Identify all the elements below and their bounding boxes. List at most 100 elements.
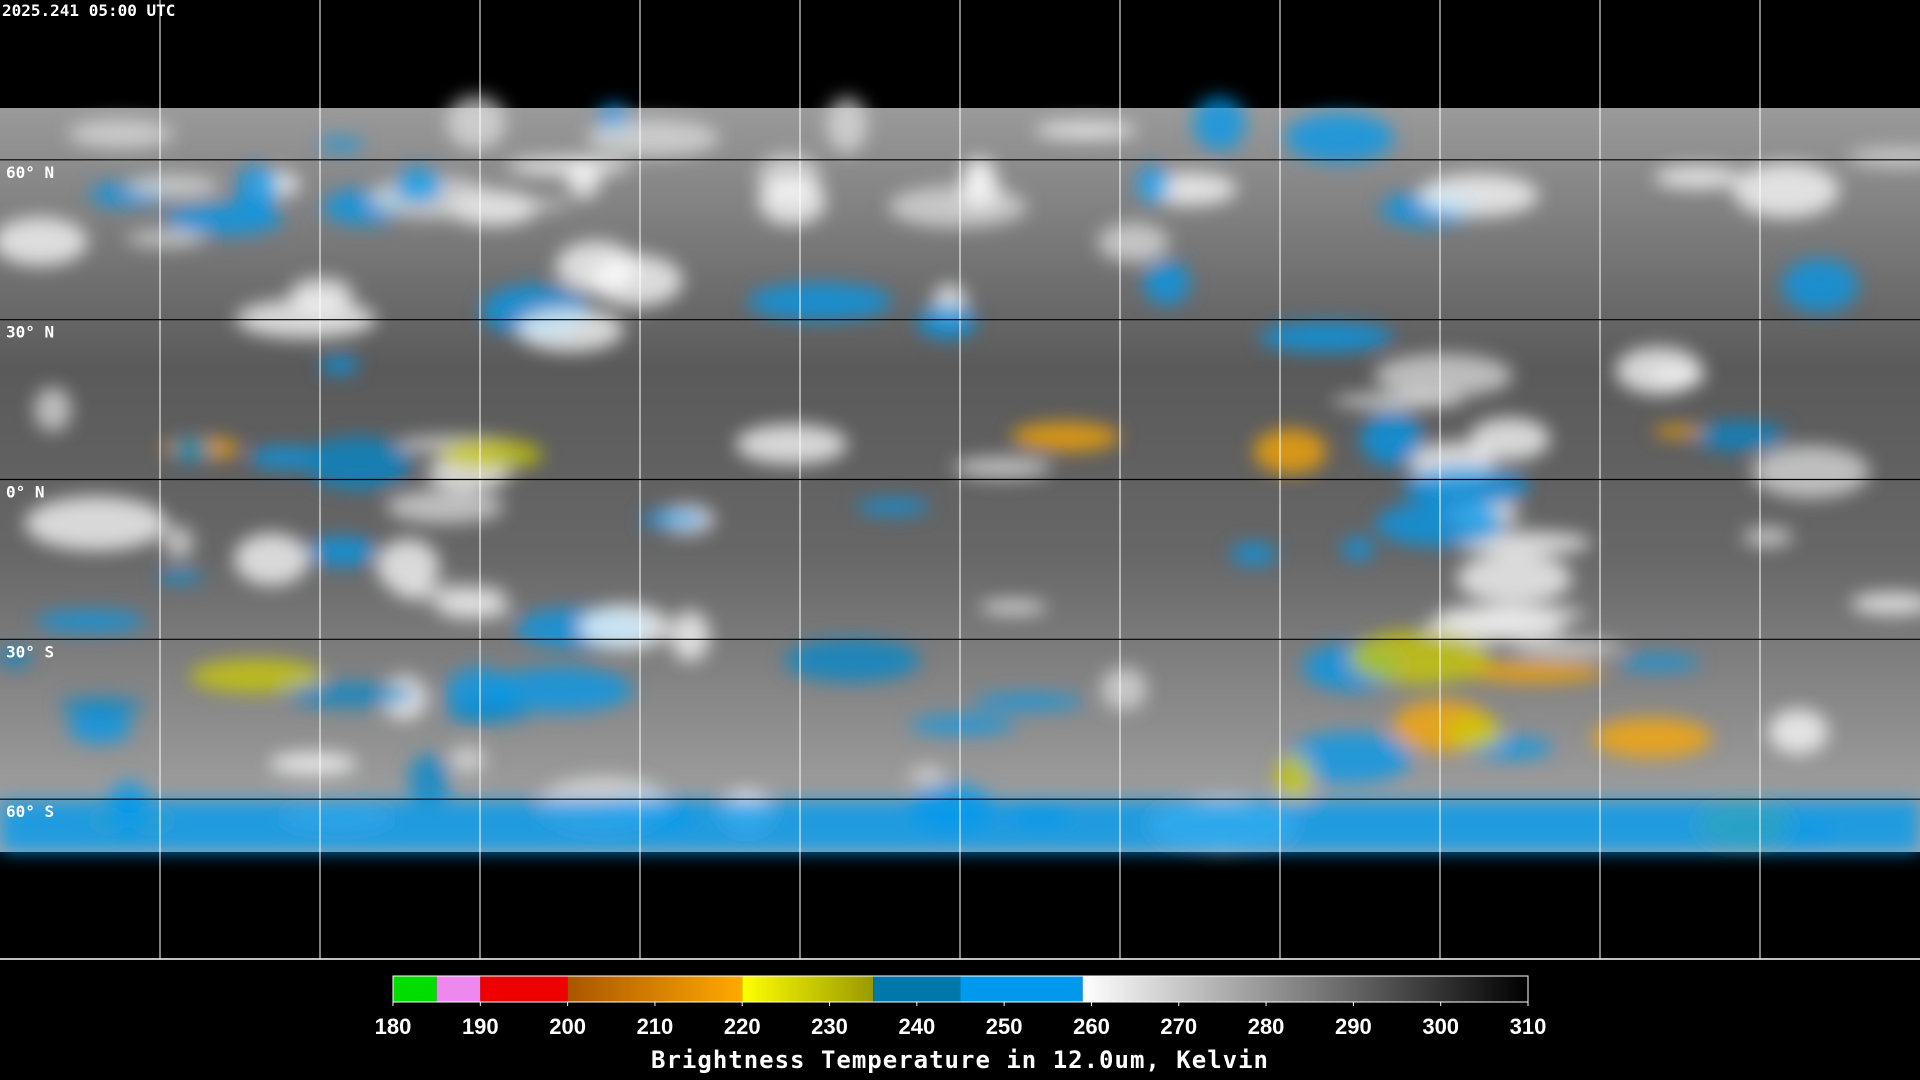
cloud	[1615, 346, 1703, 395]
cloud	[34, 387, 72, 432]
cloud	[1136, 165, 1171, 204]
cloud	[163, 525, 194, 559]
cloud	[1349, 630, 1490, 685]
cloud	[1742, 526, 1793, 548]
colorbar-tick-label: 210	[637, 1014, 674, 1039]
latitude-label: 0° N	[6, 483, 45, 502]
cloud	[1259, 321, 1394, 353]
cloud	[735, 424, 848, 465]
cloud	[0, 647, 31, 668]
cloud	[979, 600, 1048, 614]
colorbar-frame	[392, 975, 1529, 1003]
colorbar-tick-label: 200	[549, 1014, 586, 1039]
cloud	[963, 157, 995, 185]
cloud	[1456, 553, 1573, 604]
cloud	[68, 119, 174, 149]
cloud	[1444, 715, 1503, 750]
colorbar-segment	[873, 976, 961, 1002]
cloud	[305, 436, 413, 490]
colorbar-tick-label: 270	[1160, 1014, 1197, 1039]
colorbar-segment	[567, 976, 743, 1002]
cloud	[164, 202, 283, 236]
cloud	[1360, 410, 1424, 467]
cloud	[449, 745, 487, 774]
cloud	[888, 185, 1028, 228]
cloud	[1850, 592, 1920, 615]
colorbar-segment	[960, 976, 1083, 1002]
cloud	[435, 595, 511, 619]
colorbar-segment	[742, 976, 874, 1002]
cloud	[1425, 612, 1567, 643]
colorbar-segment	[436, 976, 481, 1002]
cloud	[1418, 173, 1539, 217]
cloud	[1768, 709, 1829, 755]
cloud	[469, 198, 571, 211]
cloud	[586, 119, 720, 157]
cloud	[952, 456, 1052, 479]
cloud	[408, 754, 451, 805]
cloud	[1782, 258, 1859, 313]
cloud	[170, 437, 212, 463]
cloud	[0, 217, 88, 266]
cloud	[1011, 422, 1120, 452]
latitude-label: 30° N	[6, 323, 54, 342]
cloud	[1193, 96, 1246, 151]
cloud	[488, 667, 633, 713]
colorbar-tick-label: 180	[375, 1014, 412, 1039]
colorbar-tick-label: 300	[1422, 1014, 1459, 1039]
cloud	[127, 174, 220, 198]
cloud	[1732, 163, 1840, 218]
cloud	[68, 710, 132, 744]
colorbar: 180 190 200 210 220 230 240 250 260 270 280 290 300 3…	[375, 975, 1547, 1039]
cloud	[579, 604, 671, 650]
colorbar-tick-label: 280	[1248, 1014, 1285, 1039]
colorbar-tick-label: 220	[724, 1014, 761, 1039]
cloud	[1847, 147, 1920, 167]
cloud	[306, 536, 379, 567]
cloud	[591, 254, 683, 307]
colorbar-tick-label: 230	[811, 1014, 848, 1039]
colorbar-tick-label: 190	[462, 1014, 499, 1039]
colorbar-tick-label: 250	[986, 1014, 1023, 1039]
cloud	[1653, 425, 1704, 438]
cloud	[235, 164, 280, 215]
colorbar-tick-label: 310	[1510, 1014, 1547, 1039]
cloud	[758, 177, 826, 226]
timestamp: 2025.241 05:00 UTC	[2, 1, 175, 20]
colorbar-segment	[393, 976, 437, 1002]
cloud	[157, 569, 204, 583]
cloud	[784, 638, 921, 683]
cloud	[516, 308, 624, 352]
cloud	[446, 95, 506, 150]
cloud	[376, 538, 440, 594]
cloud	[1462, 660, 1605, 683]
cloud	[1692, 421, 1787, 452]
cloud	[505, 157, 631, 176]
graticule: 60° N 30° N 0° N 30° S 60° S	[0, 0, 1920, 960]
cloud	[826, 97, 868, 153]
cloud	[566, 160, 601, 199]
cloud	[35, 610, 146, 632]
cloud	[856, 498, 930, 515]
cloud	[318, 137, 364, 151]
cloud	[1751, 445, 1870, 499]
cloud	[1374, 353, 1513, 398]
cloud	[235, 299, 377, 339]
cloud	[747, 282, 893, 321]
cloud	[190, 658, 323, 693]
colorbar-tick-label: 260	[1073, 1014, 1110, 1039]
cloud	[286, 682, 418, 708]
cloud	[1592, 717, 1712, 759]
cloud	[1342, 537, 1374, 561]
cloud	[438, 439, 543, 471]
cloud	[1097, 222, 1170, 263]
cloud	[1617, 654, 1701, 671]
cloud	[386, 489, 504, 524]
cloud	[909, 715, 1016, 735]
cloud	[248, 446, 323, 470]
cloud	[446, 703, 531, 723]
colorbar-segment	[1082, 976, 1528, 1002]
cloud	[1143, 260, 1191, 306]
